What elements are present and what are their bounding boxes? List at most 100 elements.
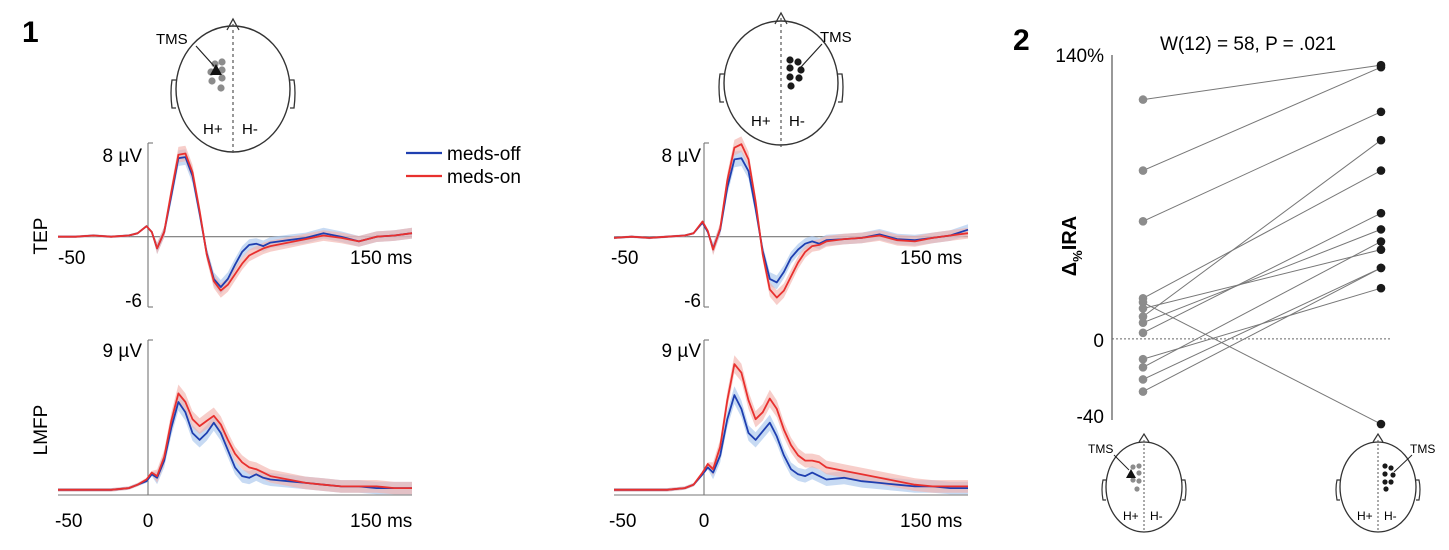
pair-line bbox=[1142, 64, 1382, 101]
electrode-dot bbox=[795, 74, 803, 82]
electrode-dot bbox=[1383, 486, 1389, 492]
pair-line bbox=[1142, 212, 1382, 334]
left-ear-icon bbox=[1335, 479, 1340, 501]
tms-label: TMS bbox=[1088, 442, 1113, 456]
tms-label: TMS bbox=[156, 31, 188, 48]
right-ear-icon bbox=[290, 79, 296, 109]
electrode-dot bbox=[786, 56, 794, 64]
nose-icon bbox=[774, 11, 788, 25]
tep-plot-h-plus: 8 µV -6 -50 150 ms bbox=[58, 142, 413, 312]
pair-line bbox=[1142, 267, 1382, 393]
pair-line bbox=[1142, 139, 1382, 317]
trace-meds-off bbox=[58, 401, 412, 491]
point-h-plus bbox=[1138, 318, 1148, 327]
point-h-minus bbox=[1376, 263, 1386, 273]
electrode-dot bbox=[1136, 478, 1142, 484]
tms-pointer-line bbox=[1393, 454, 1413, 473]
right-ear-icon bbox=[838, 73, 844, 103]
electrode-dot bbox=[786, 64, 794, 72]
tep-xmax-label: 150 ms bbox=[900, 248, 962, 269]
point-h-plus bbox=[1138, 95, 1148, 104]
small-head-h-plus: TMS H+ H- bbox=[1088, 432, 1187, 533]
point-h-plus bbox=[1138, 216, 1148, 226]
point-h-plus bbox=[1138, 328, 1148, 338]
ytick-bottom-label: -40 bbox=[1077, 407, 1104, 428]
point-h-minus bbox=[1376, 245, 1386, 254]
pair-line bbox=[1142, 287, 1382, 360]
tep-xmin-label: -50 bbox=[611, 248, 638, 269]
stat-label: W(12) = 58, P = .021 bbox=[1160, 34, 1336, 55]
point-h-minus bbox=[1376, 135, 1386, 145]
electrode-dot bbox=[1134, 486, 1140, 492]
electrode-dot bbox=[794, 58, 802, 66]
tms-label: TMS bbox=[820, 29, 852, 46]
point-h-plus bbox=[1138, 387, 1148, 396]
h-plus-label: H+ bbox=[203, 121, 223, 138]
band-meds-off bbox=[614, 150, 968, 290]
electrode-dot bbox=[1136, 463, 1142, 469]
point-h-minus bbox=[1376, 62, 1386, 72]
electrode-dot bbox=[217, 84, 225, 92]
tms-label: TMS bbox=[1410, 442, 1435, 456]
band-meds-on bbox=[58, 384, 412, 495]
right-ear-icon bbox=[1182, 479, 1187, 501]
trace-meds-on bbox=[58, 152, 413, 292]
band-meds-off bbox=[58, 393, 412, 495]
electrode-dot bbox=[208, 77, 216, 85]
pair-line bbox=[1142, 111, 1382, 222]
point-h-plus bbox=[1138, 375, 1148, 384]
legend-label-meds-on: meds-on bbox=[447, 167, 521, 188]
h-minus-label: H- bbox=[1384, 509, 1397, 523]
lmfp-xmin-label: -50 bbox=[609, 511, 636, 532]
h-plus-label: H+ bbox=[751, 113, 771, 130]
tms-pointer-line bbox=[800, 43, 823, 68]
tms-coil-icon bbox=[210, 64, 222, 75]
nose-icon bbox=[1138, 432, 1150, 443]
lmfp-ymax-label: 9 µV bbox=[662, 341, 702, 362]
tms-coil-icon bbox=[1126, 469, 1136, 478]
point-h-minus bbox=[1376, 225, 1386, 234]
ira-ylabel: Δ%IRA bbox=[1059, 216, 1085, 276]
electrode-dot bbox=[1382, 471, 1388, 477]
tep-ylabel: TEP bbox=[31, 218, 52, 255]
h-minus-label: H- bbox=[789, 113, 805, 130]
ira-ylabel-subscript: % bbox=[1070, 250, 1085, 262]
electrode-dot bbox=[218, 74, 226, 82]
lmfp-plot-h-minus: 9 µV -50 0 150 ms bbox=[609, 339, 968, 532]
point-h-minus bbox=[1376, 419, 1386, 429]
ira-ylabel-ira: IRA bbox=[1059, 216, 1081, 250]
lmfp-xmax-label: 150 ms bbox=[900, 511, 962, 532]
pair-line bbox=[1142, 249, 1382, 309]
lmfp-xzero-label: 0 bbox=[699, 511, 710, 532]
lmfp-xmax-label: 150 ms bbox=[350, 511, 412, 532]
electrode-dot bbox=[1136, 470, 1142, 476]
nose-icon bbox=[1372, 432, 1384, 443]
trace-meds-on bbox=[614, 363, 968, 491]
tep-ymax-label: 8 µV bbox=[662, 146, 702, 167]
head-diagram-h-plus: TMS H+ H- bbox=[156, 17, 296, 155]
point-h-plus bbox=[1138, 354, 1148, 364]
electrode-dot bbox=[1390, 472, 1396, 478]
left-ear-icon bbox=[718, 73, 724, 103]
point-h-minus bbox=[1376, 208, 1386, 218]
right-ear-icon bbox=[1416, 479, 1421, 501]
electrode-dot bbox=[1130, 477, 1136, 483]
lmfp-xmin-label: -50 bbox=[55, 511, 82, 532]
panel-1-number: 1 bbox=[22, 16, 39, 49]
ytick-top-label: 140% bbox=[1055, 46, 1104, 67]
electrode-dot bbox=[787, 82, 795, 90]
electrode-dot bbox=[1130, 464, 1136, 470]
electrode-dots bbox=[207, 58, 226, 92]
point-h-minus bbox=[1376, 237, 1386, 246]
ytick-zero-label: 0 bbox=[1093, 331, 1104, 352]
head-outline bbox=[1105, 441, 1183, 533]
legend: meds-off meds-on bbox=[406, 144, 521, 188]
nose-icon bbox=[226, 17, 240, 31]
ira-paired-plot: W(12) = 58, P = .021 140% 0 -40 Δ%IRA bbox=[1055, 34, 1392, 429]
left-ear-icon bbox=[170, 79, 176, 109]
lmfp-ymax-label: 9 µV bbox=[103, 341, 143, 362]
trace-meds-on bbox=[58, 392, 412, 491]
h-plus-label: H+ bbox=[1357, 509, 1373, 523]
point-h-plus bbox=[1138, 298, 1148, 307]
